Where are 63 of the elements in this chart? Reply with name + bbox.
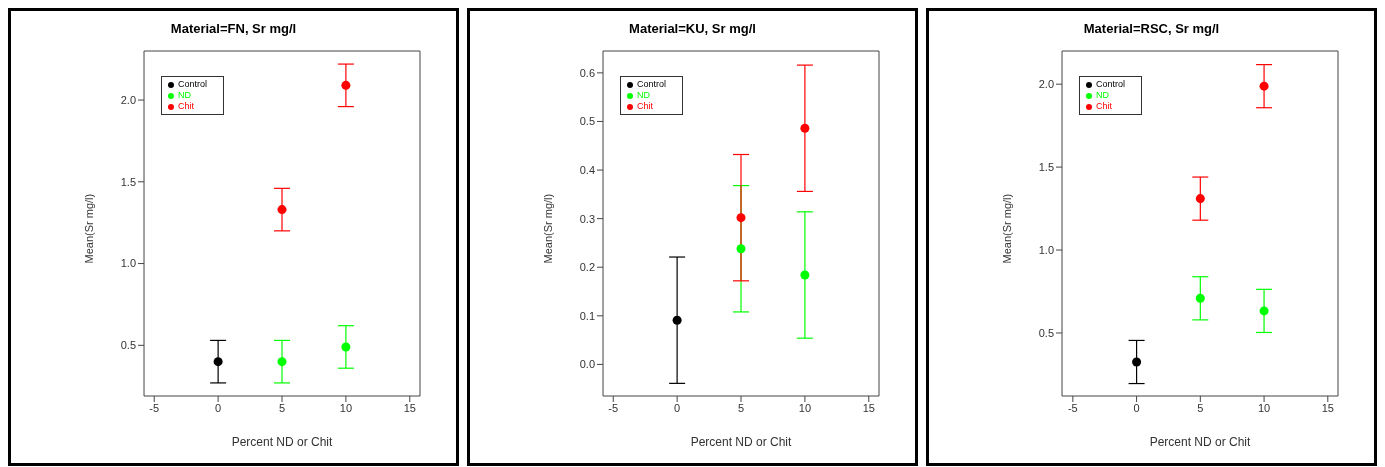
y-tick-label: 1.5 — [1038, 161, 1055, 174]
point — [800, 270, 810, 280]
point — [341, 342, 351, 352]
point — [1259, 306, 1269, 316]
x-tick-label: 15 — [862, 401, 875, 414]
y-tick-label: 1.5 — [120, 175, 137, 188]
x-tick-label: -5 — [149, 401, 160, 414]
legend-label: Control — [637, 79, 667, 89]
y-axis-title: Mean(Sr mg/l) — [541, 193, 554, 264]
x-tick-label: -5 — [608, 401, 619, 414]
y-tick-label: 0.1 — [579, 309, 596, 322]
y-tick-label: 2.0 — [120, 93, 137, 106]
point — [736, 244, 746, 254]
x-axis-title: Percent ND or Chit — [1149, 435, 1252, 449]
x-tick-label: 0 — [215, 401, 222, 414]
chart-title: Material=RSC, Sr mg/l — [1082, 21, 1221, 36]
point — [213, 357, 223, 367]
y-axis-title: Mean(Sr mg/l) — [1000, 193, 1013, 264]
point — [341, 80, 351, 90]
y-tick-label: 1.0 — [120, 257, 137, 270]
point — [277, 205, 287, 215]
x-tick-label: 5 — [278, 401, 286, 414]
y-tick-label: 0.0 — [579, 358, 596, 371]
point — [800, 123, 810, 133]
x-tick-label: 0 — [674, 401, 681, 414]
chart-title: Material=KU, Sr mg/l — [628, 21, 757, 36]
x-tick-label: 0 — [1133, 401, 1140, 414]
x-tick-label: 5 — [1197, 401, 1204, 414]
x-tick-label: -5 — [1067, 401, 1078, 414]
y-tick-label: 0.6 — [579, 66, 596, 79]
point — [277, 357, 287, 367]
y-tick-label: 2.0 — [1038, 78, 1055, 91]
y-tick-label: 0.5 — [579, 115, 596, 128]
y-tick-label: 0.2 — [579, 261, 596, 274]
legend-label: Control — [1096, 79, 1126, 89]
y-tick-label: 0.5 — [1038, 326, 1055, 339]
chart-title: Material=FN, Sr mg/l — [169, 21, 298, 36]
legend-label: Chit — [637, 101, 654, 111]
y-tick-label: 0.4 — [579, 163, 596, 176]
legend-label: ND — [1096, 90, 1109, 100]
point — [1195, 194, 1205, 204]
x-tick-label: 10 — [1257, 401, 1271, 414]
x-tick-label: 15 — [1321, 401, 1334, 414]
legend-label: ND — [178, 90, 191, 100]
y-tick-label: 0.3 — [579, 212, 596, 225]
x-axis-title: Percent ND or Chit — [231, 435, 334, 449]
legend-label: Chit — [178, 101, 195, 111]
point — [672, 315, 682, 325]
x-tick-label: 5 — [737, 401, 745, 414]
x-tick-label: 10 — [339, 401, 353, 414]
legend-label: Control — [178, 79, 208, 89]
legend-label: ND — [637, 90, 650, 100]
point — [736, 213, 746, 223]
y-axis-title: Mean(Sr mg/l) — [82, 193, 95, 264]
point — [1132, 357, 1142, 367]
point — [1259, 81, 1269, 91]
y-tick-label: 0.5 — [120, 339, 137, 352]
legend-label: Chit — [1096, 101, 1113, 111]
y-tick-label: 1.0 — [1038, 243, 1055, 256]
x-tick-label: 10 — [798, 401, 812, 414]
point — [1195, 293, 1205, 303]
x-tick-label: 15 — [403, 401, 416, 414]
x-axis-title: Percent ND or Chit — [690, 435, 793, 449]
